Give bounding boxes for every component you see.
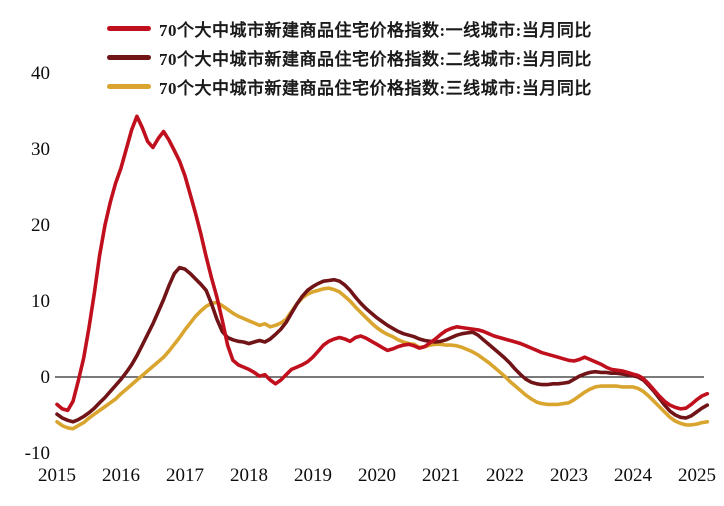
legend: 70个大中城市新建商品住宅价格指数:一线城市:当月同比 70个大中城市新建商品住…	[107, 14, 592, 101]
x-tick-label-2022: 2022	[486, 465, 524, 486]
legend-label-tier2: 70个大中城市新建商品住宅价格指数:二线城市:当月同比	[159, 50, 592, 69]
legend-label-tier1: 70个大中城市新建商品住宅价格指数:一线城市:当月同比	[159, 21, 592, 40]
y-tick-label-10: 10	[31, 291, 50, 312]
legend-item-tier3: 70个大中城市新建商品住宅价格指数:三线城市:当月同比	[107, 72, 592, 101]
x-tick-label-2023: 2023	[550, 465, 588, 486]
series-line-1	[55, 114, 710, 413]
legend-item-tier1: 70个大中城市新建商品住宅价格指数:一线城市:当月同比	[107, 14, 592, 43]
x-tick-label-2024: 2024	[614, 465, 652, 486]
legend-item-tier2: 70个大中城市新建商品住宅价格指数:二线城市:当月同比	[107, 43, 592, 72]
y-tick-label-20: 20	[31, 215, 50, 236]
x-tick-label-2018: 2018	[230, 465, 268, 486]
y-tick-label-0: 0	[40, 367, 51, 388]
y-tick-label-30: 30	[31, 139, 50, 160]
legend-label-tier3: 70个大中城市新建商品住宅价格指数:三线城市:当月同比	[159, 79, 592, 98]
series-line-2	[55, 265, 710, 424]
tier2-line-swatch	[107, 55, 151, 60]
x-tick-label-2016: 2016	[102, 465, 140, 486]
x-tick-label-2021: 2021	[422, 465, 460, 486]
x-tick-label-2019: 2019	[294, 465, 332, 486]
x-tick-label-2020: 2020	[358, 465, 396, 486]
tier1-line-swatch	[107, 26, 151, 31]
tier3-line-swatch	[107, 84, 151, 89]
x-tick-label-2015: 2015	[38, 465, 76, 486]
x-tick-label-2017: 2017	[166, 465, 204, 486]
series-line-3	[55, 286, 710, 431]
y-tick-label-40: 40	[31, 63, 50, 84]
y-tick-label--10: -10	[24, 443, 50, 464]
x-tick-label-2025: 2025	[678, 465, 716, 486]
